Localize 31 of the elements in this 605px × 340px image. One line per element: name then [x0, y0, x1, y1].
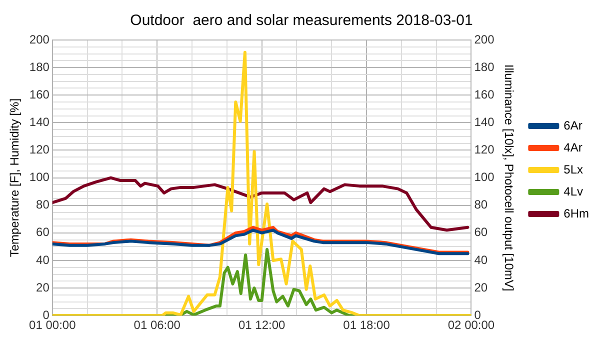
y-tick-label: 140 — [29, 114, 50, 129]
y-tick-label: 200 — [29, 32, 50, 46]
y-tick-label: 160 — [29, 87, 50, 102]
y2-tick-label: 160 — [474, 87, 495, 102]
y2-tick-label: 180 — [474, 60, 495, 74]
y2-tick-label: 120 — [474, 142, 495, 157]
y-tick-label: 120 — [29, 142, 50, 157]
x-tick-label: 01 12:00 — [238, 318, 286, 332]
y2-tick-label: 60 — [474, 225, 488, 240]
legend-label: 6Hm — [564, 206, 590, 220]
y-tick-label: 80 — [36, 198, 50, 212]
x-tick-label: 01 18:00 — [343, 318, 390, 332]
y2-axis-title: Illuminance [10lx], Photocell output [10mV] — [502, 64, 516, 292]
y2-tick-label: 100 — [474, 170, 495, 184]
y2-tick-label: 20 — [474, 280, 488, 294]
chart-title: Outdoor aero and solar measurements 2018-03-01 — [130, 12, 473, 30]
y2-tick-label: 140 — [474, 114, 495, 129]
y-tick-label: 180 — [29, 60, 50, 74]
y2-tick-label: 80 — [474, 198, 488, 212]
x-tick-label: 01 06:00 — [134, 318, 181, 332]
y-tick-label: 40 — [36, 252, 50, 267]
legend-label: 5Lx — [564, 162, 584, 176]
legend-label: 6Ar — [564, 118, 582, 132]
legend-label: 4Lv — [564, 184, 584, 198]
y2-tick-label: 200 — [474, 32, 495, 46]
y-tick-label: 60 — [36, 225, 50, 240]
y2-tick-label: 40 — [474, 252, 488, 267]
y-tick-label: 100 — [29, 170, 50, 184]
y-tick-label: 20 — [36, 280, 50, 294]
y-axis-title: Temperature [F], Humidity [%] — [8, 98, 22, 258]
legend-label: 4Ar — [564, 140, 582, 154]
